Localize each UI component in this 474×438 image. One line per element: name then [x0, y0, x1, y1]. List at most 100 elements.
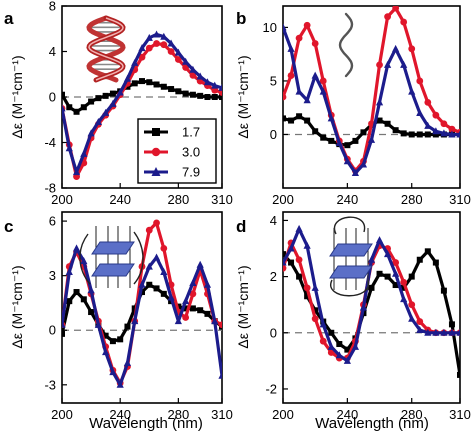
data-point: [303, 96, 311, 104]
data-point: [146, 79, 153, 86]
data-point: [182, 90, 189, 97]
data-point: [296, 273, 303, 280]
data-point: [344, 142, 351, 149]
data-point: [218, 321, 222, 329]
data-point: [344, 346, 351, 353]
y-tick-label: -3: [44, 377, 56, 392]
x-tick-label: 280: [401, 407, 423, 422]
data-point: [203, 78, 212, 86]
data-point: [168, 86, 175, 93]
data-point: [295, 34, 303, 42]
data-point: [367, 255, 376, 263]
x-tick-label: 310: [211, 192, 233, 207]
data-point: [160, 290, 167, 297]
data-point: [62, 330, 65, 337]
x-tick-label: 280: [168, 407, 190, 422]
data-point: [196, 260, 204, 268]
data-point: [145, 44, 153, 52]
data-point: [160, 268, 168, 276]
data-point: [160, 32, 168, 40]
data-point: [189, 290, 197, 298]
data-point: [117, 336, 124, 343]
data-point: [88, 98, 95, 105]
y-tick-label: 2: [270, 269, 277, 284]
single-strand-icon: [338, 12, 354, 78]
data-point: [408, 301, 416, 309]
x-tick-label: 240: [109, 407, 131, 422]
data-point: [319, 337, 327, 345]
data-point: [327, 114, 335, 122]
data-point: [383, 250, 392, 258]
data-point: [383, 60, 392, 68]
data-point: [295, 256, 303, 264]
data-point: [160, 83, 167, 90]
data-point: [448, 328, 456, 336]
y-axis-label: Δε (M⁻¹cm⁻¹): [235, 265, 251, 348]
data-point: [152, 30, 161, 38]
data-point: [408, 314, 416, 322]
data-point: [376, 117, 383, 124]
x-tick-label: 240: [337, 407, 359, 422]
y-tick-label: 5: [270, 73, 277, 88]
data-point: [109, 90, 116, 97]
data-point: [62, 104, 66, 112]
legend-marker: [151, 167, 161, 176]
data-point: [400, 278, 408, 286]
data-point: [182, 297, 190, 305]
data-point: [87, 129, 95, 137]
panel-c: 200 240 280 310 6 3 0 -3 c Δε (M⁻¹cm⁻¹): [4, 211, 233, 422]
data-point: [448, 130, 456, 138]
data-point: [400, 60, 408, 68]
data-point: [73, 289, 80, 296]
data-point: [312, 128, 319, 135]
data-point: [182, 57, 190, 65]
data-point: [328, 137, 335, 144]
series-7.9: [62, 244, 222, 388]
data-point: [319, 77, 327, 85]
series-3.0: [62, 219, 222, 387]
y-tick-label: 3: [49, 268, 56, 283]
data-point: [102, 92, 109, 99]
data-point: [72, 168, 81, 176]
data-point: [432, 328, 440, 336]
data-point: [416, 131, 423, 138]
data-point: [440, 328, 448, 336]
data-point: [400, 295, 408, 303]
y-tick-label: -8: [44, 181, 56, 196]
data-point: [456, 328, 460, 336]
data-point: [335, 351, 343, 359]
data-point: [65, 268, 73, 276]
data-point: [408, 87, 416, 95]
y-axis-label: Δε (M⁻¹cm⁻¹): [9, 55, 25, 138]
data-point: [283, 93, 287, 101]
data-point: [138, 53, 146, 61]
data-point: [351, 342, 360, 350]
data-point: [197, 92, 204, 99]
data-point: [408, 45, 416, 53]
data-point: [416, 318, 424, 325]
data-point: [182, 314, 190, 321]
data-point: [328, 329, 335, 336]
data-point: [73, 108, 80, 115]
series-line: [283, 26, 460, 175]
data-point: [392, 44, 400, 52]
y-tick-label: 4: [270, 213, 277, 228]
data-point: [359, 160, 368, 168]
data-point: [197, 307, 204, 314]
data-point: [303, 284, 311, 292]
data-point: [400, 284, 407, 291]
data-point: [343, 157, 351, 165]
data-point: [196, 72, 204, 80]
data-point: [375, 98, 384, 106]
series-3.0: [283, 6, 460, 175]
data-point: [66, 104, 73, 111]
data-point: [109, 338, 116, 345]
y-axis-label: Δε (M⁻¹cm⁻¹): [9, 265, 25, 348]
data-point: [116, 380, 124, 388]
data-point: [72, 244, 81, 252]
plot-frame: [61, 211, 223, 404]
data-point: [218, 371, 222, 379]
data-point: [80, 257, 88, 265]
data-point: [189, 71, 197, 79]
x-tick-label: 240: [337, 192, 359, 207]
